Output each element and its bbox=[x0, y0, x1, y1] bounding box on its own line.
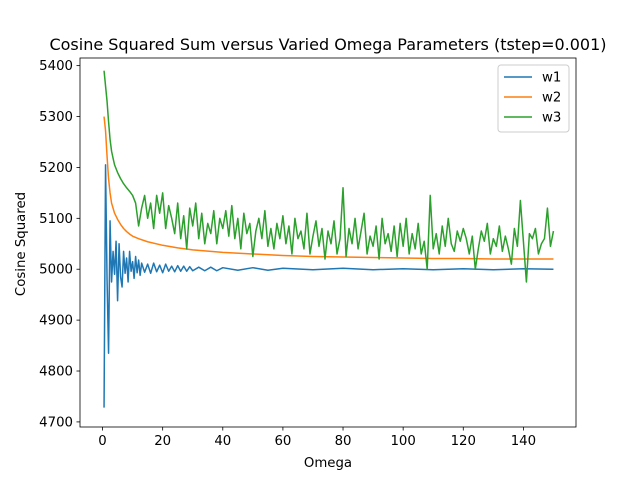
x-tick-label: 140 bbox=[511, 434, 536, 449]
legend-label-w2: w2 bbox=[542, 91, 561, 106]
y-tick-label: 4800 bbox=[39, 365, 73, 380]
y-tick-label: 5100 bbox=[39, 212, 73, 227]
chart-title: Cosine Squared Sum versus Varied Omega P… bbox=[49, 35, 606, 54]
x-tick-label: 40 bbox=[214, 434, 231, 449]
x-axis-title: Omega bbox=[304, 456, 352, 471]
x-tick-label: 0 bbox=[98, 434, 106, 449]
x-tick-label: 100 bbox=[390, 434, 415, 449]
plot-area bbox=[103, 70, 555, 408]
x-tick-label: 120 bbox=[451, 434, 476, 449]
axes-frame bbox=[79, 57, 577, 428]
x-tick-label: 80 bbox=[335, 434, 352, 449]
y-tick-label: 5200 bbox=[39, 161, 73, 176]
series-line-w1 bbox=[103, 164, 554, 408]
legend-box bbox=[497, 64, 570, 133]
y-tick-label: 5000 bbox=[39, 263, 73, 278]
y-tick-label: 4700 bbox=[39, 415, 73, 430]
y-axis-title: Cosine Squared bbox=[14, 192, 29, 296]
axes: 0 20 40 60 80 100 120 140 4700 4800 4900 5000 5100 52… bbox=[39, 57, 577, 449]
legend-label-w3: w3 bbox=[542, 111, 561, 126]
series-line-w3 bbox=[103, 70, 555, 283]
x-tick-label: 20 bbox=[154, 434, 171, 449]
y-tick-label: 5400 bbox=[39, 59, 73, 74]
y-tick-label: 4900 bbox=[39, 314, 73, 329]
series-line-w2 bbox=[103, 116, 554, 260]
legend-label-w1: w1 bbox=[542, 71, 561, 86]
y-tick-label: 5300 bbox=[39, 110, 73, 125]
x-tick-label: 60 bbox=[274, 434, 291, 449]
legend: w1 w2 w3 bbox=[497, 64, 570, 133]
